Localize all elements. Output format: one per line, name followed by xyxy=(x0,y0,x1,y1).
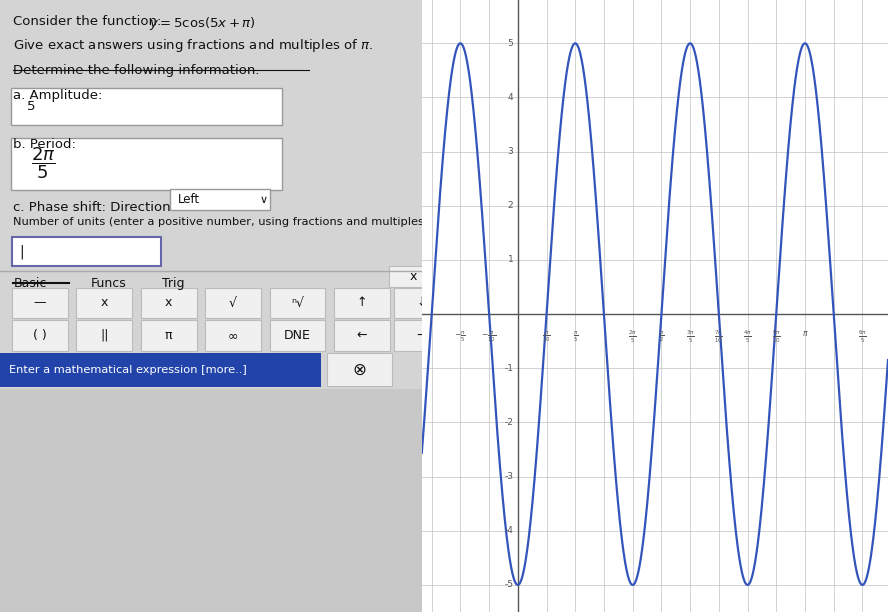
Text: Consider the function:: Consider the function: xyxy=(13,15,174,28)
FancyBboxPatch shape xyxy=(205,288,261,318)
Text: Determine the following information.: Determine the following information. xyxy=(13,64,260,77)
Text: Enter a mathematical expression [more..]: Enter a mathematical expression [more..] xyxy=(9,365,247,375)
Text: ⊗: ⊗ xyxy=(353,360,367,379)
Text: |: | xyxy=(20,244,24,259)
Text: $\frac{3\pi}{5}$: $\frac{3\pi}{5}$ xyxy=(686,329,694,346)
Text: ⁿ√: ⁿ√ xyxy=(291,296,304,310)
Text: 2: 2 xyxy=(508,201,513,211)
Text: ( ): ( ) xyxy=(33,329,47,342)
Text: 5: 5 xyxy=(27,100,36,113)
FancyBboxPatch shape xyxy=(334,288,390,318)
FancyBboxPatch shape xyxy=(12,237,162,266)
Text: Give exact answers using fractions and multiples of $\pi$.: Give exact answers using fractions and m… xyxy=(13,37,373,54)
Text: b. Period:: b. Period: xyxy=(13,138,76,151)
FancyBboxPatch shape xyxy=(76,320,132,351)
Text: $\frac{9\pi}{10}$: $\frac{9\pi}{10}$ xyxy=(772,329,781,346)
Text: $-\frac{\pi}{5}$: $-\frac{\pi}{5}$ xyxy=(455,329,466,344)
Text: DNE: DNE xyxy=(284,329,311,342)
FancyBboxPatch shape xyxy=(140,320,197,351)
FancyBboxPatch shape xyxy=(12,288,67,318)
Text: $\frac{\pi}{2}$: $\frac{\pi}{2}$ xyxy=(659,329,664,344)
Text: a. Amplitude:: a. Amplitude: xyxy=(13,89,103,102)
Text: →: → xyxy=(416,329,427,342)
Text: √: √ xyxy=(229,296,237,310)
Text: $\frac{6\pi}{5}$: $\frac{6\pi}{5}$ xyxy=(858,329,867,346)
Text: ←: ← xyxy=(357,329,367,342)
Text: π: π xyxy=(165,329,172,342)
Text: $\frac{7\pi}{10}$: $\frac{7\pi}{10}$ xyxy=(715,329,723,346)
FancyBboxPatch shape xyxy=(11,138,282,190)
FancyBboxPatch shape xyxy=(393,288,449,318)
Text: $\frac{4\pi}{5}$: $\frac{4\pi}{5}$ xyxy=(743,329,752,346)
Text: —: — xyxy=(34,296,46,310)
Text: ∨: ∨ xyxy=(259,195,268,204)
Text: -1: -1 xyxy=(504,364,513,373)
Text: ↑: ↑ xyxy=(357,296,367,310)
Text: Trig: Trig xyxy=(162,277,185,289)
Text: Left: Left xyxy=(178,193,200,206)
Text: 3: 3 xyxy=(507,147,513,156)
Text: ||: || xyxy=(100,329,108,342)
Text: x: x xyxy=(100,296,108,310)
Text: $\pi$: $\pi$ xyxy=(802,329,808,338)
Text: x: x xyxy=(409,270,416,283)
Text: $\frac{2\pi}{5}$: $\frac{2\pi}{5}$ xyxy=(629,329,637,346)
Text: $\dfrac{2\pi}{5}$: $\dfrac{2\pi}{5}$ xyxy=(31,146,56,181)
Text: $\frac{\pi}{5}$: $\frac{\pi}{5}$ xyxy=(573,329,578,344)
Text: $-\frac{\pi}{10}$: $-\frac{\pi}{10}$ xyxy=(481,329,496,344)
Text: -5: -5 xyxy=(504,580,513,589)
Text: ∞: ∞ xyxy=(228,329,238,342)
Text: $\frac{\pi}{10}$: $\frac{\pi}{10}$ xyxy=(542,329,551,344)
Text: 5: 5 xyxy=(507,39,513,48)
FancyBboxPatch shape xyxy=(12,320,67,351)
Text: 1: 1 xyxy=(507,255,513,264)
Text: x: x xyxy=(165,296,172,310)
FancyBboxPatch shape xyxy=(334,320,390,351)
FancyBboxPatch shape xyxy=(270,288,325,318)
FancyBboxPatch shape xyxy=(76,288,132,318)
FancyBboxPatch shape xyxy=(327,353,392,386)
Text: Funcs: Funcs xyxy=(91,277,127,289)
Text: Number of units (enter a positive number, using fractions and multiples of π):: Number of units (enter a positive number… xyxy=(13,217,457,227)
FancyBboxPatch shape xyxy=(11,88,282,125)
FancyBboxPatch shape xyxy=(389,266,436,287)
Text: Basic: Basic xyxy=(13,277,47,289)
Text: -3: -3 xyxy=(504,472,513,481)
Text: 4: 4 xyxy=(508,93,513,102)
Text: $y = 5\cos(5x + \pi)$: $y = 5\cos(5x + \pi)$ xyxy=(149,15,256,32)
Text: c. Phase shift: Direction: c. Phase shift: Direction xyxy=(13,201,171,214)
Text: -4: -4 xyxy=(504,526,513,536)
FancyBboxPatch shape xyxy=(140,288,197,318)
FancyBboxPatch shape xyxy=(170,189,270,210)
FancyBboxPatch shape xyxy=(205,320,261,351)
Text: ↓: ↓ xyxy=(416,296,427,310)
FancyBboxPatch shape xyxy=(0,353,321,387)
FancyBboxPatch shape xyxy=(0,389,444,612)
FancyBboxPatch shape xyxy=(270,320,325,351)
FancyBboxPatch shape xyxy=(393,320,449,351)
Text: -2: -2 xyxy=(504,418,513,427)
